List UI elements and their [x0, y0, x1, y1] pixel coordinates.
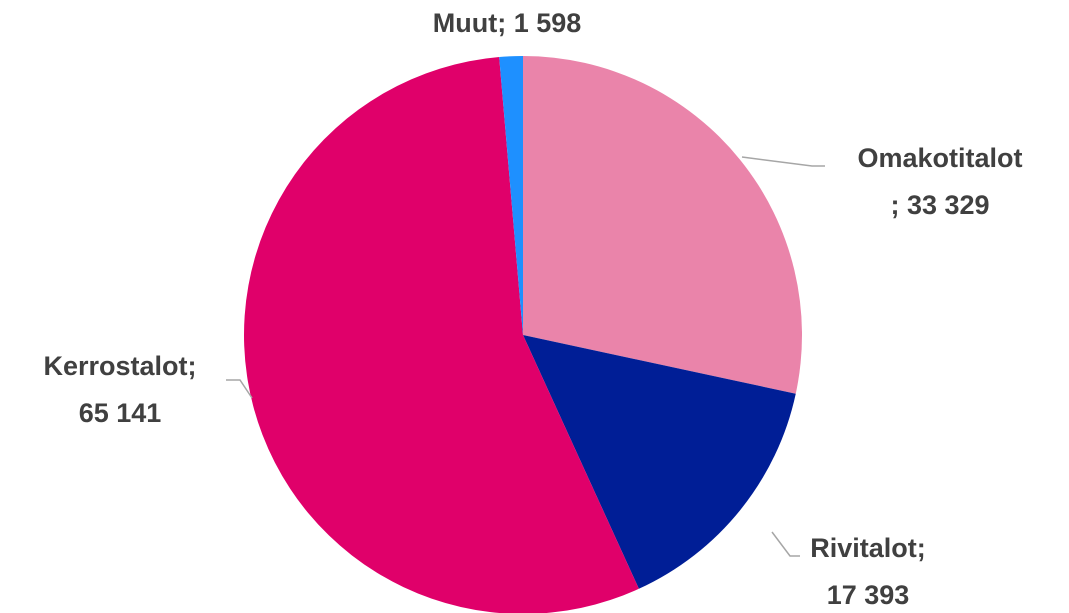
- leader-line: [771, 531, 800, 557]
- leader-line: [741, 156, 825, 167]
- labels: Omakotitalot; 33 329 Rivitalot; 17 393 Kerr…: [43, 8, 1022, 610]
- data-label: Muut; 1 598: [433, 8, 582, 38]
- pie-slice: [499, 56, 523, 335]
- data-label: Rivitalot; 17 393: [810, 533, 926, 610]
- data-label: Omakotitalot; 33 329: [857, 143, 1022, 220]
- leader-line: [226, 379, 253, 399]
- pie-slice: [523, 56, 802, 394]
- data-label: Kerrostalot; 65 141: [43, 351, 196, 428]
- pie-slice: [523, 335, 796, 589]
- pie-slice: [244, 57, 639, 613]
- pie: [244, 56, 802, 613]
